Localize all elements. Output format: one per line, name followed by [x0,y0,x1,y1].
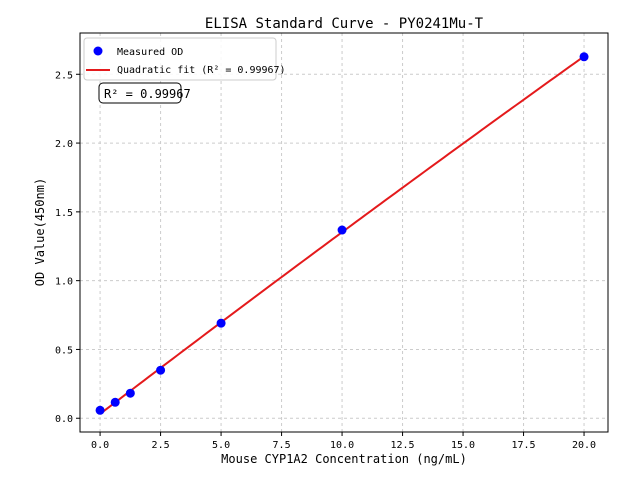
y-tick-label: 0.0 [55,414,73,425]
x-tick-label: 20.0 [572,440,596,451]
data-point [125,388,135,398]
data-point [156,365,166,375]
y-tick-label: 1.0 [55,277,73,288]
x-tick-label: 12.5 [391,440,415,451]
legend-label-fit: Quadratic fit (R² = 0.99967) [117,65,286,76]
y-tick-label: 2.0 [55,139,73,150]
r2-annotation-box [98,82,182,104]
chart-title: ELISA Standard Curve - PY0241Mu-T [205,16,484,32]
x-tick-label: 0.0 [91,440,109,451]
fit-line [99,55,585,415]
x-tick-label: 10.0 [330,440,354,451]
y-tick-label: 2.5 [55,70,73,81]
x-tick-label: 2.5 [152,440,170,451]
plot-frame [79,32,609,433]
y-tick-label: 1.5 [55,208,73,219]
y-axis-label: OD Value(450nm) [33,178,47,286]
legend: Measured OD Quadratic fit (R² = 0.99967) [83,37,286,81]
data-point [110,397,120,407]
x-axis-label: Mouse CYP1A2 Concentration (ng/mL) [221,452,467,466]
x-tick-label: 7.5 [273,440,291,451]
x-tick-label: 17.5 [512,440,536,451]
data-point [579,52,589,62]
y-tick-label: 0.5 [55,345,73,356]
data-point [337,225,347,235]
x-tick-label: 5.0 [212,440,230,451]
r2-annotation: R² = 0.99967 [104,87,191,101]
legend-box [83,37,277,81]
data-point [216,318,226,328]
legend-label-measured: Measured OD [117,47,183,58]
data-point [95,405,105,415]
x-tick-label: 15.0 [451,440,475,451]
legend-marker-measured [93,46,103,56]
